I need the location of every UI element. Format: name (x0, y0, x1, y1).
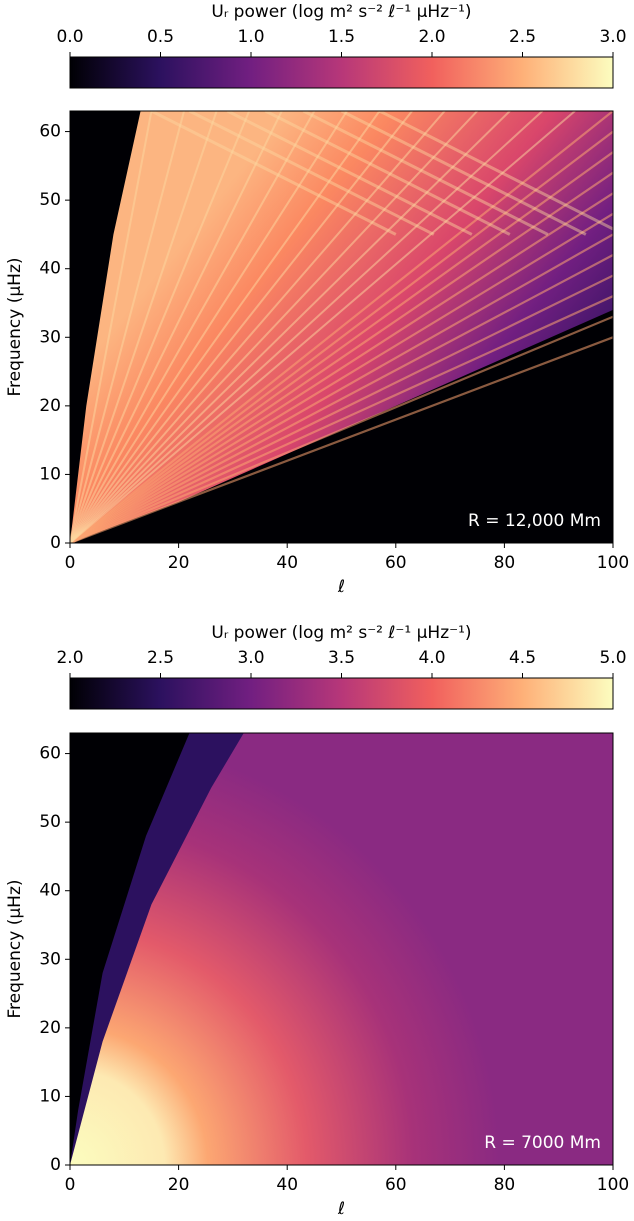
ridge (70, 111, 576, 543)
colorbar-tick-label: 3.0 (237, 648, 264, 668)
x-tick-label: 0 (65, 553, 76, 573)
ridge (340, 111, 587, 236)
y-tick-label: 0 (50, 1155, 61, 1175)
ridge (70, 111, 153, 543)
y-tick-label: 0 (50, 533, 61, 553)
y-tick-label: 30 (39, 949, 61, 969)
ridge (70, 315, 613, 543)
ridge (70, 111, 381, 543)
ridge (70, 274, 613, 543)
colorbar-tick-label: 4.5 (509, 648, 536, 668)
y-tick-label: 20 (39, 396, 61, 416)
ridge (70, 233, 613, 543)
y-tick-label: 10 (39, 1086, 61, 1106)
heatmap-dark (70, 733, 190, 1165)
x-tick-label: 40 (276, 553, 298, 573)
ridge (70, 151, 613, 543)
ridge (70, 111, 348, 543)
heatmap (70, 733, 613, 1165)
x-tick-label: 80 (494, 1175, 516, 1195)
y-tick-label: 60 (39, 744, 61, 764)
annotation: R = 7000 Mm (484, 1133, 601, 1153)
y-tick-label: 30 (39, 327, 61, 347)
y-tick-label: 10 (39, 464, 61, 484)
ridge (226, 111, 473, 236)
colorbar-label: Uᵣ power (log m² s⁻² ℓ⁻¹ μHz⁻¹) (211, 623, 471, 643)
x-tick-label: 60 (385, 1175, 407, 1195)
y-tick-label: 50 (39, 190, 61, 210)
ridge (70, 130, 613, 543)
ridge (70, 111, 413, 543)
x-tick-label: 0 (65, 1175, 76, 1195)
colorbar-tick-label: 3.0 (599, 27, 626, 47)
colorbar-tick-label: 2.0 (418, 27, 445, 47)
ridge (150, 111, 397, 236)
x-tick-label: 40 (276, 1175, 298, 1195)
ridge (70, 212, 613, 543)
x-tick-label: 100 (597, 1175, 629, 1195)
colorbar-tick-label: 0.5 (147, 27, 174, 47)
ridge (70, 171, 613, 543)
ridge (70, 111, 446, 543)
ridge (264, 111, 511, 236)
colorbar (69, 56, 614, 89)
ridge (70, 111, 613, 543)
x-tick-label: 60 (385, 553, 407, 573)
colorbar-tick-label: 1.0 (237, 27, 264, 47)
y-axis-label: Frequency (μHz) (5, 257, 25, 396)
x-tick-label: 100 (597, 553, 629, 573)
ridge (70, 111, 544, 543)
colorbar-tick-label: 2.0 (56, 648, 83, 668)
plot-frame (69, 110, 614, 544)
ridge (378, 111, 613, 231)
ridge (70, 192, 613, 543)
y-tick-label: 50 (39, 812, 61, 832)
ridge (70, 111, 251, 543)
x-axis-label: ℓ (337, 577, 345, 597)
ridge (70, 111, 478, 543)
y-tick-label: 40 (39, 881, 61, 901)
x-tick-label: 20 (168, 553, 190, 573)
colorbar-tick-label: 0.0 (56, 27, 83, 47)
y-tick-label: 40 (39, 259, 61, 279)
colorbar-tick-label: 4.0 (418, 648, 445, 668)
colorbar-tick-label: 5.0 (599, 648, 626, 668)
colorbar-label: Uᵣ power (log m² s⁻² ℓ⁻¹ μHz⁻¹) (211, 2, 471, 22)
ridge (70, 111, 218, 543)
ridge (70, 111, 511, 543)
x-tick-label: 20 (168, 1175, 190, 1195)
plot-frame (69, 732, 614, 1166)
ridge (70, 111, 185, 543)
ridge (70, 111, 283, 543)
annotation: R = 12,000 Mm (468, 511, 601, 531)
ridge (302, 111, 549, 236)
y-tick-label: 60 (39, 122, 61, 142)
colorbar (69, 677, 614, 710)
y-axis-label: Frequency (μHz) (5, 879, 25, 1018)
colorbar-tick-label: 3.5 (328, 648, 355, 668)
heatmap (70, 111, 613, 543)
colorbar-tick-label: 2.5 (147, 648, 174, 668)
ridge (70, 254, 613, 543)
colorbar-tick-label: 2.5 (509, 27, 536, 47)
x-axis-label: ℓ (337, 1199, 345, 1219)
ridge (70, 295, 613, 543)
ridge (70, 111, 316, 543)
x-tick-label: 80 (494, 553, 516, 573)
ridge (70, 336, 613, 543)
y-tick-label: 20 (39, 1018, 61, 1038)
ridge (188, 111, 435, 236)
colorbar-tick-label: 1.5 (328, 27, 355, 47)
